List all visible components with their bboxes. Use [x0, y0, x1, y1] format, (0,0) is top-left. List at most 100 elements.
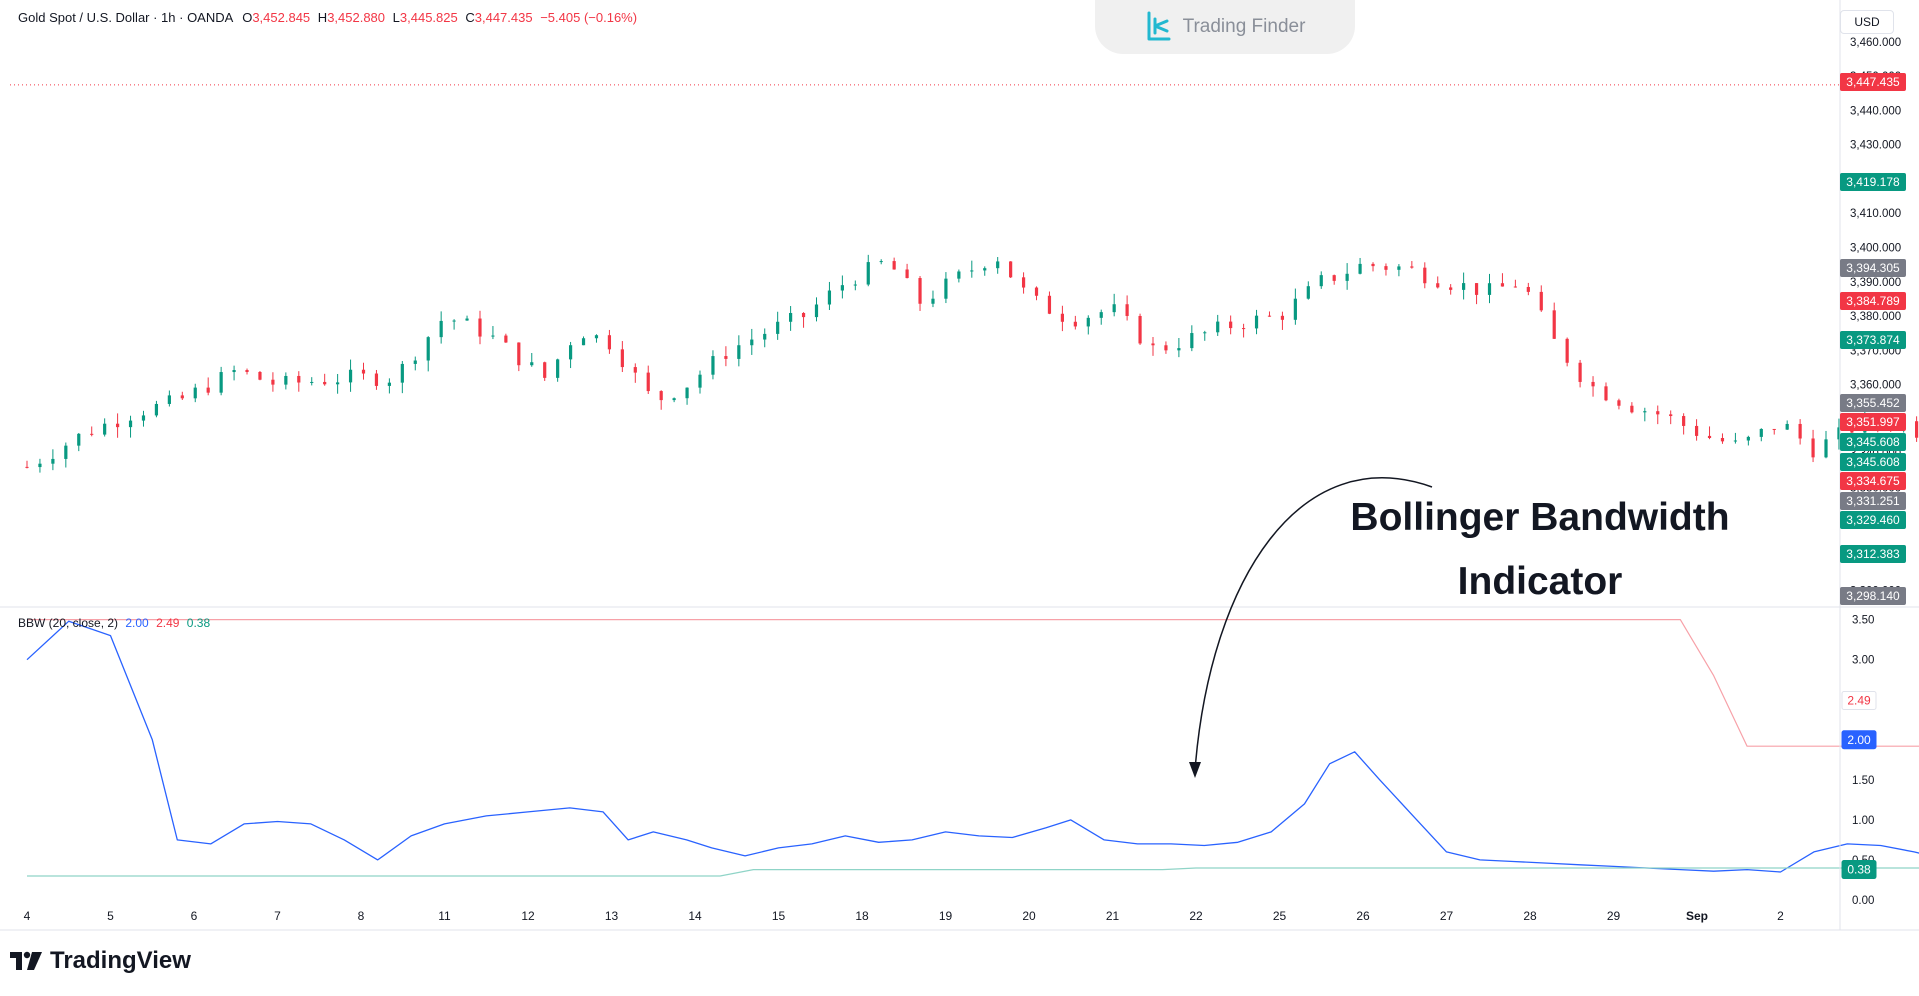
candle-body: [361, 369, 366, 374]
time-tick-label: 21: [1106, 909, 1120, 923]
candle-body: [724, 356, 728, 359]
candle-body: [478, 318, 482, 337]
candle-body: [323, 381, 327, 385]
price-tick-label: 3,410.000: [1850, 208, 1901, 220]
candle-body: [413, 360, 417, 364]
candle-body: [1694, 425, 1699, 436]
candle-body: [1384, 266, 1388, 270]
candle-body: [25, 466, 29, 468]
candle-body: [905, 269, 909, 279]
price-badge: 3,298.140: [1840, 587, 1906, 605]
price-tick-label: 3,360.000: [1850, 380, 1901, 392]
bbw-value-badge: [1841, 730, 1877, 750]
candle-body: [245, 370, 249, 372]
price-badge: 3,351.997: [1840, 413, 1906, 431]
symbol-title[interactable]: Gold Spot / U.S. Dollar · 1h · OANDA: [18, 10, 233, 25]
candle-body: [193, 387, 197, 399]
price-badge: 3,334.675: [1840, 472, 1906, 490]
annotation-arrow: [1194, 477, 1433, 771]
candle-body: [1060, 313, 1064, 322]
price-badge: 3,384.789: [1840, 292, 1906, 310]
bbw-line: [26, 620, 1919, 873]
time-tick-label: 18: [855, 909, 869, 923]
candle-body: [128, 420, 133, 428]
price-tick-label: 3,460.000: [1850, 37, 1901, 49]
candle-body: [491, 335, 495, 337]
candle-body: [258, 371, 262, 380]
bbw-upper-value: 2.49: [156, 616, 180, 630]
time-tick-label: 20: [1022, 909, 1036, 923]
candle-body: [271, 379, 275, 385]
candle-body: [1151, 343, 1155, 346]
price-badge: 3,312.383: [1840, 545, 1906, 563]
candle-body: [840, 285, 844, 291]
tradingview-logo[interactable]: TradingView: [10, 947, 191, 975]
candle-body: [1319, 275, 1323, 287]
tradingview-text: TradingView: [50, 947, 191, 974]
candle-body: [1578, 362, 1582, 382]
candle-body: [763, 333, 767, 340]
price-badge: 3,329.460: [1840, 511, 1906, 529]
time-tick-label: 19: [939, 909, 953, 923]
price-tick-label: 3,380.000: [1850, 311, 1901, 323]
candle-body: [659, 391, 663, 401]
tradingview-logo-icon: [10, 951, 42, 970]
candle-body: [206, 387, 210, 393]
candle-body: [1630, 405, 1634, 413]
bbw-panel[interactable]: [26, 618, 1919, 877]
candle-body: [1436, 283, 1440, 288]
candle-body: [1267, 315, 1272, 317]
candle-body: [607, 335, 612, 350]
candle-body: [556, 359, 560, 378]
candle-body: [1073, 321, 1077, 327]
candle-body: [814, 304, 819, 318]
candle-body: [348, 369, 353, 383]
bbw-legend: BBW (20, close, 2) 2.00 2.49 0.38: [18, 616, 210, 630]
candle-body: [1604, 386, 1608, 401]
candle-body: [1203, 332, 1207, 334]
time-tick-label: 11: [438, 909, 451, 923]
candle-body: [38, 463, 42, 468]
candle-body: [1915, 421, 1919, 438]
candle-body: [1552, 310, 1556, 339]
candle-body: [1216, 321, 1220, 333]
candle-body: [672, 398, 676, 401]
candle-body: [1345, 273, 1349, 281]
bbw-value: 2.00: [125, 616, 149, 630]
change-value: −5.405 (−0.16%): [540, 10, 638, 25]
c-label: C: [465, 10, 475, 25]
c-value: 3,447.435: [474, 10, 533, 25]
currency-button[interactable]: USD: [1840, 10, 1894, 34]
candle-body: [387, 382, 391, 386]
bbw-value-badge: [1841, 860, 1877, 880]
candle-body: [310, 381, 314, 383]
candle-body: [90, 433, 94, 435]
bbw-title[interactable]: BBW (20, close, 2): [18, 616, 119, 630]
time-tick-label: 6: [191, 909, 198, 923]
candle-body: [1047, 295, 1052, 314]
candle-body: [504, 335, 508, 343]
candle-body: [1837, 427, 1841, 440]
o-label: O: [242, 10, 253, 25]
candle-body: [996, 261, 1000, 269]
candle-body: [944, 278, 948, 299]
price-badge: 3,345.608: [1840, 433, 1906, 451]
candle-body: [141, 415, 146, 421]
time-tick-label: 5: [107, 909, 114, 923]
candle-body: [750, 339, 754, 346]
candle-body: [1526, 286, 1530, 292]
trading-finder-watermark: Trading Finder: [1095, 0, 1355, 54]
candle-body: [1798, 423, 1802, 439]
candle-body: [646, 372, 650, 392]
candle-body: [1410, 266, 1414, 268]
bbw-tick-label: 0.00: [1852, 895, 1874, 907]
candle-body: [1824, 439, 1828, 458]
candle-body: [1306, 286, 1310, 299]
candle-body: [51, 458, 55, 464]
annotation-text: Bollinger Bandwidth Indicator: [1330, 486, 1750, 614]
candle-body: [1254, 315, 1259, 329]
candle-body: [827, 290, 832, 305]
candle-body: [1125, 304, 1129, 316]
candle-body: [1397, 266, 1401, 270]
